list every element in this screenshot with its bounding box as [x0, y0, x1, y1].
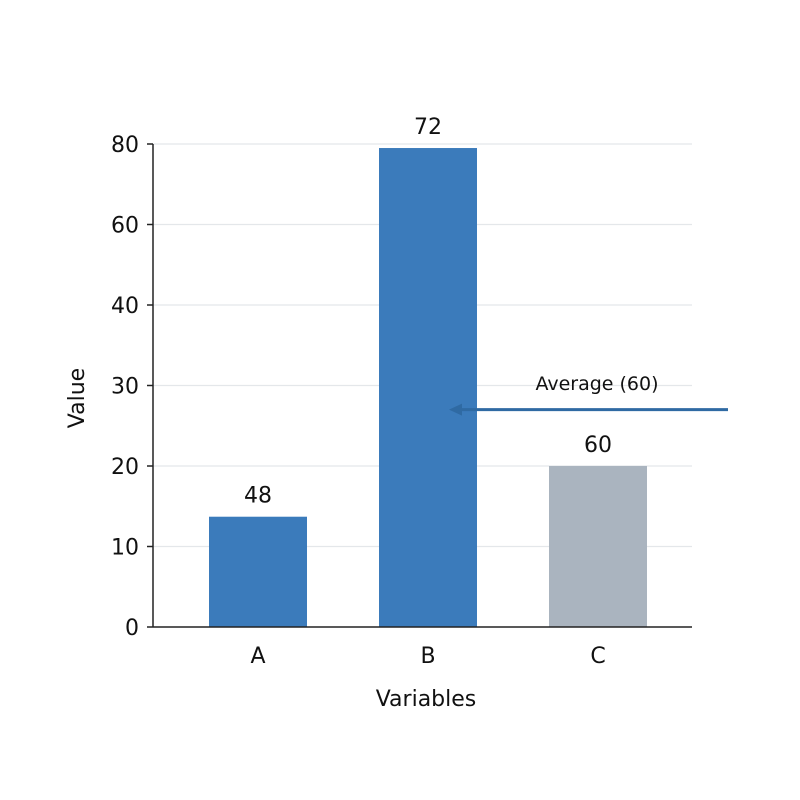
x-axis-title: Variables: [376, 687, 477, 712]
bar-B: [379, 148, 477, 627]
annotation-label: Average (60): [535, 373, 658, 395]
average-annotation: Average (60): [449, 373, 728, 416]
y-tick-label: 30: [111, 375, 139, 400]
y-axis: 0 10 20 30 40 60 80: [111, 133, 154, 641]
data-label-C: 60: [584, 433, 612, 458]
y-tick-label: 20: [111, 455, 139, 480]
bar-A: [209, 516, 307, 627]
y-tick-label: 0: [125, 616, 139, 641]
x-tick-label-B: B: [420, 644, 435, 669]
data-label-A: 48: [244, 484, 272, 509]
y-tick-label: 10: [111, 536, 139, 561]
data-labels: 48 72 60: [244, 115, 612, 509]
arrow-head-icon: [449, 403, 462, 416]
y-tick-label: 60: [111, 214, 139, 239]
bars: [209, 148, 647, 627]
data-label-B: 72: [414, 115, 442, 140]
x-axis: A B C: [153, 626, 692, 669]
y-tick-label: 80: [111, 133, 139, 158]
x-tick-label-C: C: [590, 644, 605, 669]
y-tick-label: 40: [111, 294, 139, 319]
bar-C: [549, 466, 647, 627]
y-axis-title: Value: [65, 368, 90, 428]
x-tick-label-A: A: [250, 644, 265, 669]
